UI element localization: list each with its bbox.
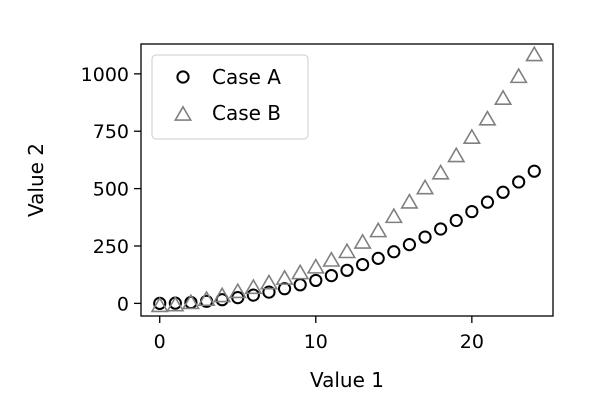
series-case-a: [153, 164, 541, 310]
data-point-case-a: [324, 269, 338, 283]
data-point-case-b: [275, 269, 294, 285]
data-point-case-b: [478, 109, 497, 126]
legend-label-case-b: Case B: [212, 101, 281, 125]
data-point-case-a: [356, 257, 370, 272]
data-point-case-b: [337, 242, 357, 259]
data-point-case-b: [259, 273, 279, 290]
y-tick-label: 250: [93, 236, 129, 258]
data-point-case-b: [447, 146, 466, 163]
data-point-case-b: [166, 295, 185, 312]
data-point-case-b: [369, 221, 388, 238]
data-point-case-b: [525, 45, 544, 62]
data-point-case-b: [431, 163, 450, 180]
plot-frame: [140, 43, 554, 317]
data-point-case-a: [262, 285, 276, 299]
y-axis: 0 250 500 750 1000: [81, 64, 141, 315]
data-point-case-a: [215, 293, 229, 307]
data-point-case-b: [197, 290, 216, 307]
series-case-b: [150, 45, 544, 313]
data-point-case-a: [527, 164, 541, 178]
data-point-case-b: [493, 89, 513, 105]
data-point-case-b: [322, 251, 341, 267]
y-tick-label: 1000: [81, 64, 129, 86]
data-point-case-b: [415, 178, 435, 195]
data-point-case-a: [512, 175, 526, 189]
data-point-case-a: [277, 282, 292, 296]
x-tick-label: 20: [460, 331, 484, 353]
data-point-case-a: [418, 230, 432, 244]
data-point-case-a: [371, 251, 385, 265]
legend-marker-case-a: [176, 70, 190, 84]
x-axis-label: Value 1: [310, 368, 384, 392]
data-point-case-b: [353, 233, 372, 249]
data-point-case-b: [228, 282, 247, 299]
y-tick-label: 500: [93, 179, 129, 201]
legend-box: [151, 54, 309, 140]
data-point-case-a: [434, 222, 448, 236]
data-point-case-b: [400, 193, 419, 209]
legend-triangle-marker: [173, 105, 193, 121]
x-tick-label: 0: [154, 331, 166, 353]
data-point-case-b: [244, 278, 263, 295]
data-point-case-a: [246, 288, 260, 302]
x-tick-label: 10: [304, 331, 328, 353]
data-point-case-a: [480, 195, 495, 209]
data-point-case-b: [462, 128, 481, 144]
data-point-case-b: [181, 293, 201, 310]
data-point-case-b: [306, 258, 325, 274]
data-point-case-a: [449, 213, 463, 228]
legend-marker-case-b: [173, 105, 193, 121]
data-point-case-b: [291, 263, 310, 280]
legend-circle-marker: [176, 70, 190, 84]
data-point-case-a: [465, 204, 479, 219]
data-point-case-b: [213, 286, 232, 303]
data-point-case-a: [387, 245, 401, 259]
data-point-case-a: [293, 278, 307, 292]
y-tick-label: 0: [117, 293, 129, 315]
data-point-case-a: [340, 263, 354, 277]
legend-label-case-a: Case A: [212, 65, 281, 89]
data-point-case-a: [402, 238, 417, 252]
data-point-case-b: [150, 296, 169, 313]
y-tick-label: 750: [93, 121, 129, 143]
data-point-case-b: [509, 67, 528, 84]
data-point-case-b: [384, 207, 403, 224]
legend: Case A Case B: [151, 54, 309, 140]
data-point-case-a: [496, 185, 510, 199]
y-axis-label: Value 2: [24, 143, 48, 217]
data-point-case-a: [309, 273, 323, 288]
x-axis: 0 10 20: [154, 316, 484, 353]
